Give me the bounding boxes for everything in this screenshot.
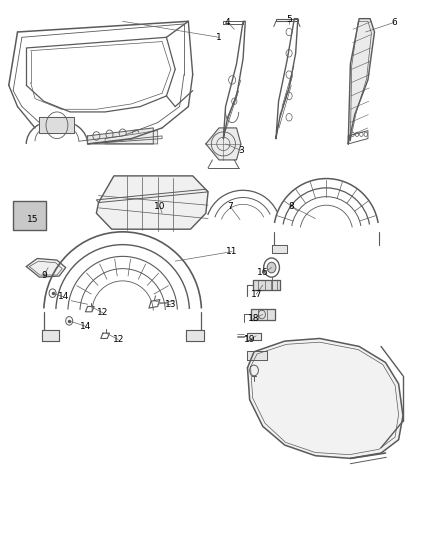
Text: 3: 3 bbox=[238, 146, 244, 155]
Polygon shape bbox=[105, 131, 158, 144]
Text: 4: 4 bbox=[225, 18, 230, 27]
Polygon shape bbox=[253, 280, 280, 290]
Polygon shape bbox=[96, 176, 208, 229]
Text: 15: 15 bbox=[27, 215, 39, 224]
Text: 8: 8 bbox=[288, 202, 294, 211]
Polygon shape bbox=[247, 338, 403, 458]
Text: 17: 17 bbox=[251, 290, 262, 298]
Text: 12: 12 bbox=[97, 309, 109, 317]
Text: 11: 11 bbox=[226, 247, 238, 256]
Polygon shape bbox=[247, 333, 261, 340]
Text: 9: 9 bbox=[41, 271, 47, 280]
Text: 18: 18 bbox=[248, 314, 260, 322]
Text: 1: 1 bbox=[216, 33, 222, 42]
Polygon shape bbox=[247, 351, 267, 360]
Circle shape bbox=[267, 262, 276, 273]
Polygon shape bbox=[26, 259, 66, 277]
Polygon shape bbox=[39, 117, 74, 133]
Polygon shape bbox=[186, 330, 204, 341]
Text: 16: 16 bbox=[257, 269, 268, 277]
Polygon shape bbox=[251, 309, 275, 320]
Text: 13: 13 bbox=[165, 301, 177, 309]
Text: 5: 5 bbox=[286, 15, 292, 24]
Text: 6: 6 bbox=[391, 18, 397, 27]
Text: 12: 12 bbox=[113, 335, 124, 344]
Text: 19: 19 bbox=[244, 335, 255, 344]
Polygon shape bbox=[42, 330, 59, 341]
Text: 14: 14 bbox=[58, 293, 69, 301]
Text: 7: 7 bbox=[227, 202, 233, 211]
Polygon shape bbox=[206, 128, 241, 160]
Polygon shape bbox=[88, 128, 153, 144]
FancyBboxPatch shape bbox=[13, 201, 46, 230]
Polygon shape bbox=[272, 245, 287, 253]
Polygon shape bbox=[348, 19, 374, 144]
Text: 10: 10 bbox=[154, 202, 166, 211]
Text: 14: 14 bbox=[80, 322, 91, 330]
